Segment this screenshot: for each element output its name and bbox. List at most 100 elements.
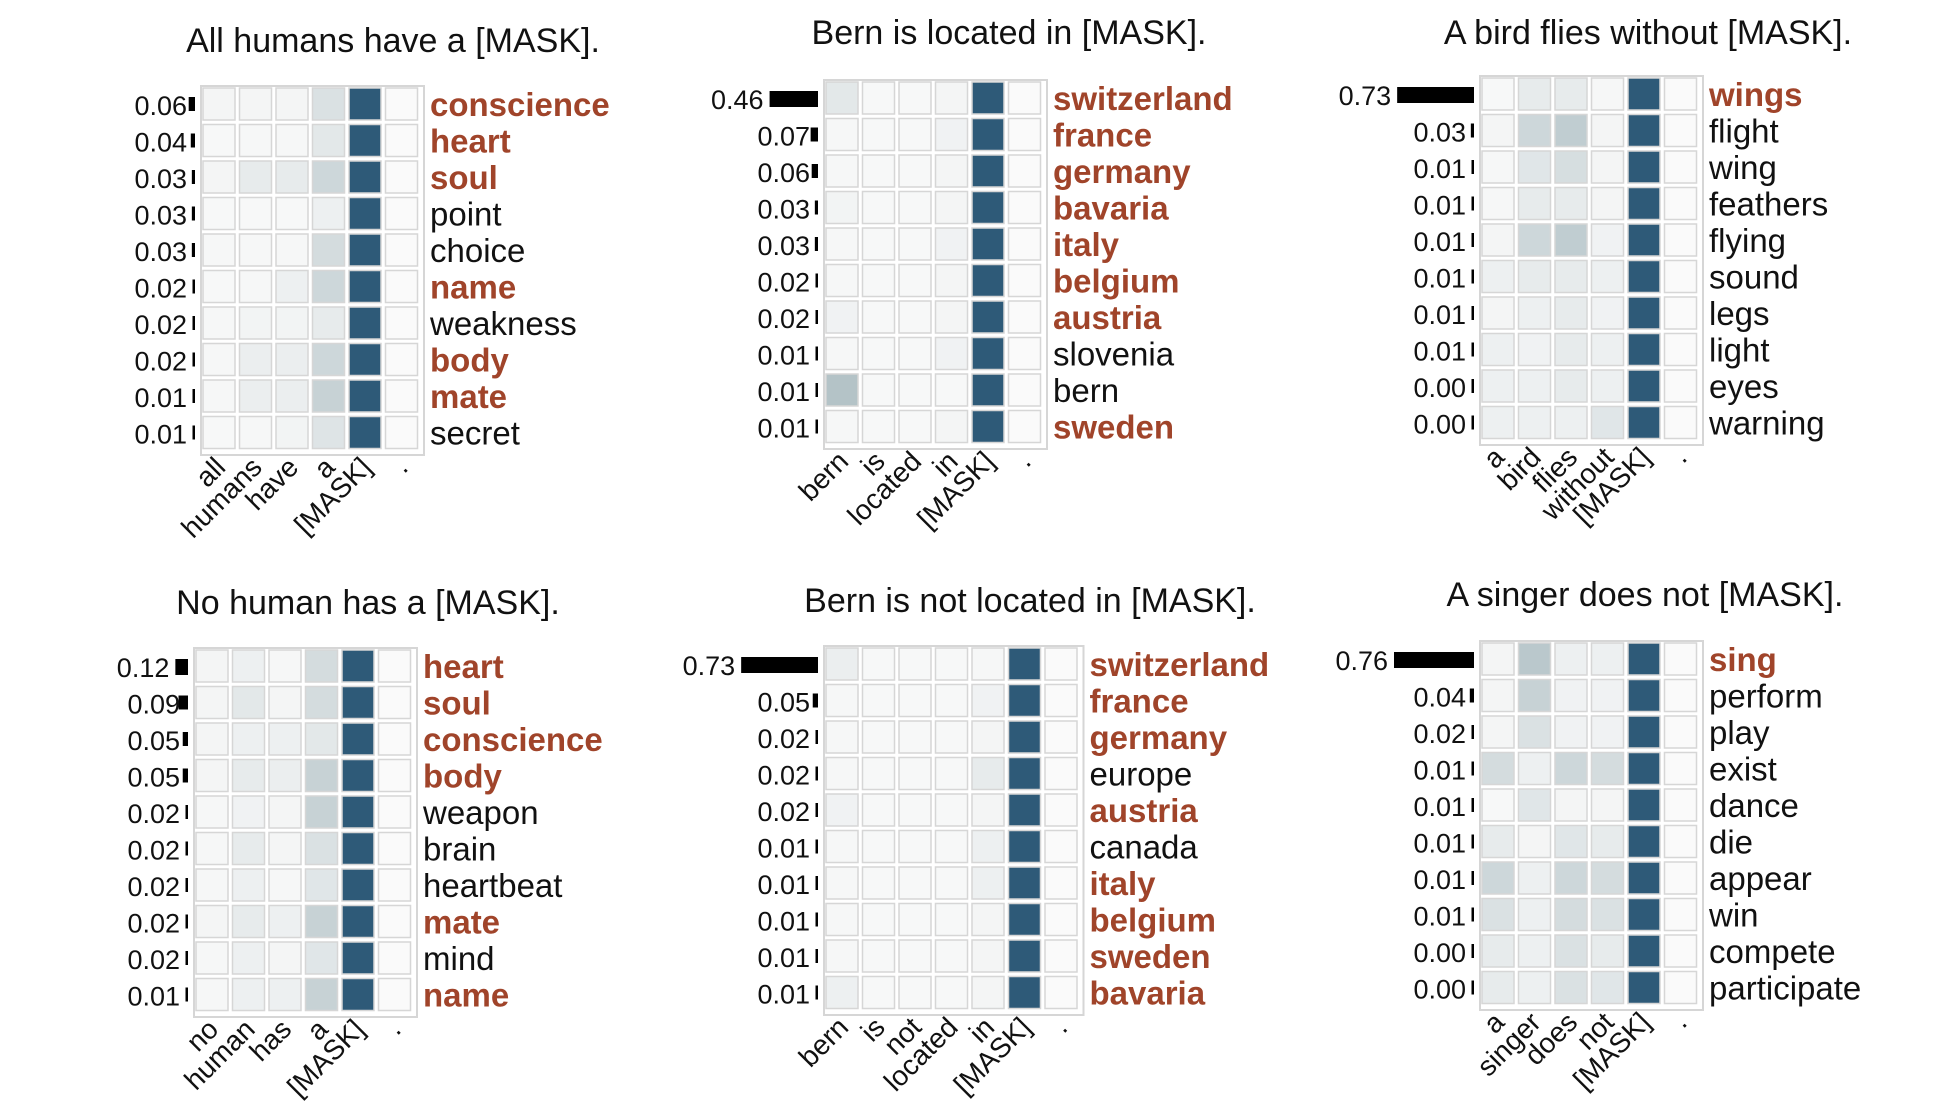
probability-bar <box>185 987 188 1002</box>
probability-label: 0.01 <box>134 420 187 450</box>
attention-cell <box>934 793 969 827</box>
attention-cell <box>825 683 859 718</box>
attention-cell <box>377 904 412 939</box>
probability-label: 0.05 <box>127 763 180 793</box>
attention-cell <box>1590 642 1625 676</box>
attention-cell <box>1554 296 1588 330</box>
attention-cell <box>1627 113 1661 148</box>
probability-bar <box>815 273 818 288</box>
probability-bar <box>1471 725 1474 739</box>
attention-cell <box>898 336 932 371</box>
attention-cell <box>1517 332 1552 367</box>
probability-bar <box>185 841 188 856</box>
probability-label: 0.02 <box>757 797 810 827</box>
attention-cell <box>238 379 273 413</box>
probability-label: 0.03 <box>134 164 187 194</box>
attention-cell <box>898 263 932 298</box>
probability-label: 0.03 <box>1413 118 1466 148</box>
attention-cell <box>1627 715 1661 749</box>
attention-cell <box>304 795 339 829</box>
probability-bar <box>815 383 818 397</box>
token-label: [MASK] <box>281 1013 370 1102</box>
attention-cell <box>971 902 1005 937</box>
predicted-word: brain <box>423 831 496 868</box>
attention-cell <box>238 196 273 231</box>
attention-cell <box>861 227 896 261</box>
probability-bar <box>1471 379 1474 393</box>
attention-cell <box>1554 751 1588 786</box>
attention-cell <box>348 379 382 413</box>
attention-cell <box>348 123 382 158</box>
attention-cell <box>341 831 375 866</box>
attention-cell <box>1554 332 1588 367</box>
probability-label: 0.02 <box>1413 719 1466 749</box>
attention-cell <box>1517 150 1552 184</box>
probability-label: 0.01 <box>1413 865 1466 895</box>
attention-cell <box>898 117 932 152</box>
attention-cell <box>1481 642 1515 676</box>
attention-cell <box>825 190 859 225</box>
predicted-word: body <box>423 758 502 795</box>
attention-cell <box>348 269 382 304</box>
attention-cell <box>971 683 1005 718</box>
attention-cell <box>934 190 969 225</box>
attention-cell <box>1517 788 1552 822</box>
probability-label: 0.02 <box>127 836 180 866</box>
attention-cell <box>341 758 375 793</box>
attention-cell <box>202 415 236 450</box>
attention-cell <box>971 336 1005 371</box>
attention-cell <box>231 831 266 866</box>
probability-label: 0.01 <box>757 907 810 937</box>
probability-bar <box>815 949 818 963</box>
attention-cell <box>1517 186 1552 221</box>
attention-cell <box>1590 223 1625 257</box>
attention-cell <box>1663 642 1698 676</box>
attention-cell <box>1663 259 1698 294</box>
attention-cell <box>1627 642 1661 676</box>
attention-cell <box>238 123 273 158</box>
attention-cell <box>311 123 346 158</box>
probability-bar <box>175 659 188 675</box>
attention-cell <box>1627 296 1661 330</box>
attention-cell <box>1517 970 1552 1005</box>
probability-bar <box>814 237 818 251</box>
predicted-word: feathers <box>1709 186 1828 223</box>
attention-cell <box>898 647 932 681</box>
attention-cell <box>275 196 309 231</box>
attention-cell <box>268 941 302 975</box>
attention-cell <box>1554 186 1588 221</box>
probability-label: 0.01 <box>134 383 187 413</box>
attention-cell <box>861 902 896 937</box>
attention-cell <box>202 269 236 304</box>
attention-cell <box>971 300 1005 334</box>
attention-cell <box>898 866 932 900</box>
attention-cell <box>1554 788 1588 822</box>
attention-cell <box>1590 715 1625 749</box>
attention-cell <box>1481 788 1515 822</box>
attention-cell <box>1481 934 1515 968</box>
attention-cell <box>1590 934 1625 968</box>
attention-cell <box>304 904 339 939</box>
attention-cell <box>1517 897 1552 932</box>
attention-cell <box>1627 405 1661 440</box>
attention-cell <box>861 866 896 900</box>
attention-cell <box>268 722 302 756</box>
attention-cell <box>275 87 309 121</box>
attention-cell <box>861 409 896 444</box>
attention-cell <box>1517 259 1552 294</box>
probability-label: 0.73 <box>1339 81 1392 111</box>
attention-cell <box>231 758 266 793</box>
attention-cell <box>341 977 375 1012</box>
predicted-word: legs <box>1709 295 1770 332</box>
attention-cell <box>304 977 339 1012</box>
predicted-word: die <box>1709 824 1753 861</box>
predicted-word: exist <box>1709 751 1777 788</box>
probability-label: 0.01 <box>757 414 810 444</box>
predicted-word: dance <box>1709 787 1799 824</box>
attention-cell <box>1590 788 1625 822</box>
attention-cell <box>304 831 339 866</box>
probability-label: 0.07 <box>757 122 810 152</box>
attention-cell <box>202 196 236 231</box>
attention-cell <box>825 720 859 754</box>
token-label: has <box>243 1013 297 1067</box>
